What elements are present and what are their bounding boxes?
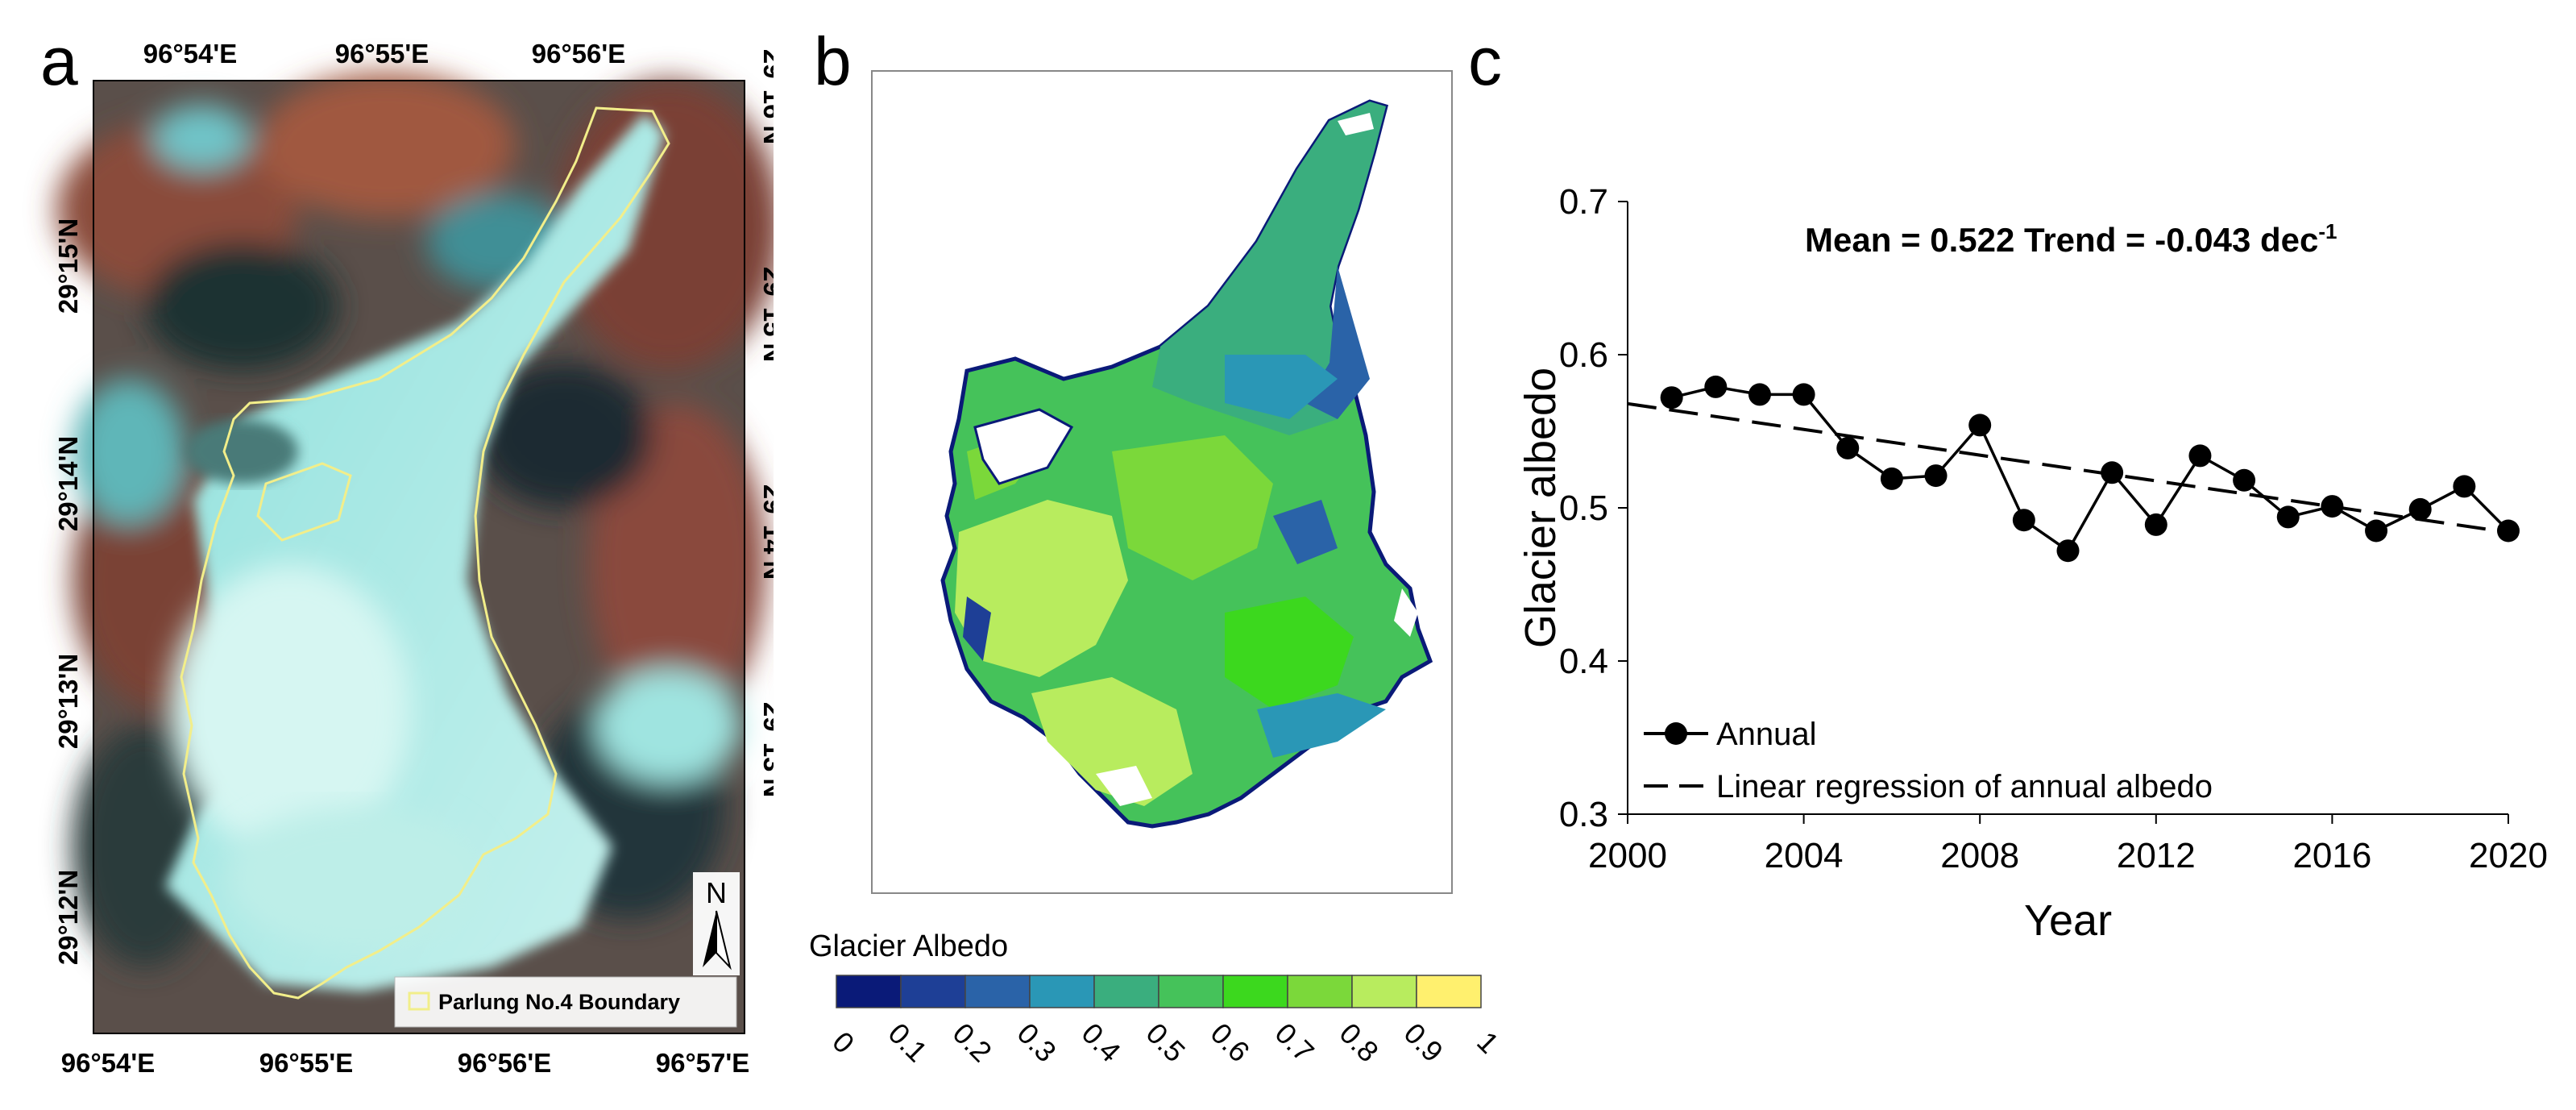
colorbar-swatch xyxy=(836,975,902,1008)
colorbar-swatch xyxy=(1093,975,1159,1008)
left-tick-1: 29°15'N xyxy=(53,218,83,314)
annual-point xyxy=(2188,444,2212,468)
bottom-tick-4: 96°57'E xyxy=(656,1048,749,1078)
regression-line xyxy=(1627,401,2509,534)
annual-point xyxy=(2321,495,2344,518)
left-tick-3: 29°13'N xyxy=(53,654,83,749)
right-tick-2: 29°15'N xyxy=(758,267,774,362)
annual-point xyxy=(2101,461,2124,484)
legend-annual-marker xyxy=(1665,722,1687,745)
colorbar-tick-label: 0.6 xyxy=(1205,1016,1256,1068)
legend-annual-label: Annual xyxy=(1716,717,1817,752)
colorbar-swatch xyxy=(1287,975,1353,1008)
map-image xyxy=(56,73,774,1033)
colorbar-tick-label: 0.5 xyxy=(1140,1016,1192,1068)
glacier-albedo-shape xyxy=(940,99,1433,829)
bottom-tick-1: 96°54'E xyxy=(61,1048,155,1078)
colorbar-swatch xyxy=(900,975,966,1008)
panel-letter-c: c xyxy=(1468,23,1502,99)
y-tick-label: 0.6 xyxy=(1559,335,1608,375)
annual-point xyxy=(2276,505,2300,529)
albedo-map: Glacier Albedo 0 0.1 0.2 0.3 0.4 0.5 0.6 0.7 0.8… xyxy=(809,70,1499,1068)
colorbar-tick-label: 0.4 xyxy=(1076,1016,1127,1068)
north-label: N xyxy=(706,876,727,909)
annual-point xyxy=(1968,414,1992,437)
annual-point xyxy=(1880,467,1903,490)
panel-a: a xyxy=(0,0,774,1110)
annual-point xyxy=(2144,513,2167,536)
legend-regression-label: Linear regression of annual albedo xyxy=(1716,769,2213,804)
x-tick-label: 2008 xyxy=(1940,836,2019,875)
right-tick-4: 29°13'N xyxy=(758,702,774,797)
colorbar-swatch xyxy=(1029,975,1095,1008)
panel-letter-b: b xyxy=(814,23,852,99)
annual-point xyxy=(1924,464,1948,488)
y-tick-label: 0.4 xyxy=(1559,642,1608,681)
annual-point xyxy=(1704,375,1728,398)
colorbar-swatch xyxy=(1158,975,1224,1008)
colorbar-swatch xyxy=(964,975,1031,1008)
x-tick-label: 2004 xyxy=(1765,836,1844,875)
y-axis-label: Glacier albedo xyxy=(1516,368,1565,648)
left-tick-2: 29°14'N xyxy=(53,436,83,531)
top-tick-1: 96°54'E xyxy=(143,39,237,69)
chart-series xyxy=(1627,375,2520,563)
chart-axes: 0.3 0.4 0.5 0.6 0.7 2000 2004 2008 2012 2016 2020 Y… xyxy=(1516,182,2548,945)
legend-boundary-label: Parlung No.4 Boundary xyxy=(438,990,680,1014)
colorbar-tick-label: 0.3 xyxy=(1011,1016,1063,1068)
map-frame xyxy=(93,80,745,1034)
x-tick-label: 2016 xyxy=(2292,836,2371,875)
y-tick-label: 0.5 xyxy=(1559,488,1608,528)
legend-boundary-swatch xyxy=(408,992,430,1011)
chart-legend: Annual Linear regression of annual albed… xyxy=(1644,717,2213,804)
colorbar-tick-label: 0.8 xyxy=(1334,1016,1385,1068)
annual-point xyxy=(1792,383,1815,406)
annual-point xyxy=(2233,468,2256,492)
colorbar: 0 0.1 0.2 0.3 0.4 0.5 0.6 0.7 0.8 0.9 1 xyxy=(826,975,1499,1068)
bottom-tick-3: 96°56'E xyxy=(458,1048,551,1078)
left-tick-4: 29°12'N xyxy=(53,870,83,965)
colorbar-swatch xyxy=(1351,975,1417,1008)
annual-point xyxy=(1660,386,1683,409)
colorbar-swatch xyxy=(1416,975,1482,1008)
colorbar-tick-label: 0.7 xyxy=(1269,1016,1321,1068)
colorbar-tick-label: 0.1 xyxy=(882,1016,934,1068)
colorbar-title: Glacier Albedo xyxy=(809,929,1008,963)
annual-point xyxy=(2453,475,2476,498)
panel-letter-a: a xyxy=(40,23,78,99)
x-tick-label: 2020 xyxy=(2469,836,2548,875)
top-tick-3: 96°56'E xyxy=(532,39,625,69)
glacier-boundary xyxy=(180,106,670,1000)
colorbar-tick-label: 0 xyxy=(826,1025,861,1060)
chart-annotation: Mean = 0.522 Trend = -0.043 dec-1 xyxy=(1805,219,2337,259)
bottom-tick-2: 96°55'E xyxy=(259,1048,353,1078)
albedo-line-chart: 0.3 0.4 0.5 0.6 0.7 2000 2004 2008 2012 2016 2020 Y… xyxy=(1516,182,2548,945)
colorbar-swatch xyxy=(1222,975,1288,1008)
right-tick-3: 29°14'N xyxy=(758,484,774,580)
panel-b: b Glacier Albedo 0 0.1 0.2 0.3 0. xyxy=(774,0,1499,1110)
panel-c: c 0.3 0.4 0.5 0.6 0.7 2000 2004 2008 2012 2016 202… xyxy=(1434,0,2576,1110)
x-tick-label: 2000 xyxy=(1588,836,1667,875)
x-tick-label: 2012 xyxy=(2117,836,2196,875)
annual-point xyxy=(2408,497,2432,521)
satellite-map: N Parlung No.4 Boundary 96°54'E 96°55'E … xyxy=(53,39,774,1078)
y-tick-label: 0.7 xyxy=(1559,182,1608,222)
annual-point xyxy=(2497,519,2520,543)
right-tick-1: 29°16'N xyxy=(758,49,774,144)
colorbar-tick-label: 0.2 xyxy=(947,1016,998,1068)
north-arrow-icon xyxy=(693,872,740,975)
y-tick-label: 0.3 xyxy=(1559,795,1608,834)
annual-point xyxy=(1836,436,1860,459)
annual-point xyxy=(1748,383,1771,406)
annual-point xyxy=(2012,509,2035,532)
annual-point xyxy=(2056,539,2080,563)
top-tick-2: 96°55'E xyxy=(335,39,429,69)
map-legend: Parlung No.4 Boundary xyxy=(394,976,737,1028)
annual-point xyxy=(2365,519,2388,543)
x-axis-label: Year xyxy=(2024,896,2112,945)
